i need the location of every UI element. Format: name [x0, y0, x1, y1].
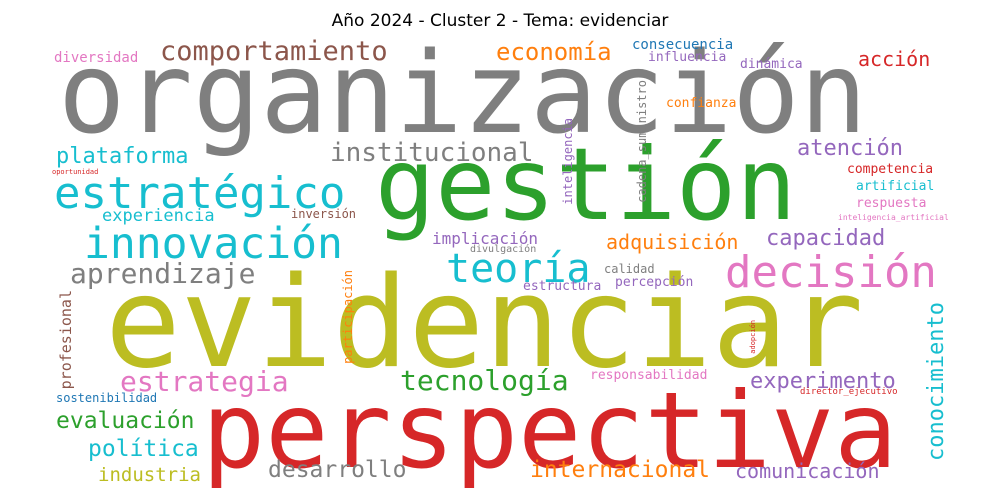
- word-divulgacion: divulgación: [470, 244, 537, 255]
- word-diversidad: diversidad: [54, 50, 139, 66]
- word-organizacion: organización: [58, 38, 868, 159]
- word-profesional: profesional: [57, 290, 75, 390]
- word-perspectiva: perspectiva: [202, 370, 898, 488]
- word-experiencia: experiencia: [102, 206, 215, 226]
- word-influencia: influencia: [648, 50, 727, 65]
- word-respuesta: respuesta: [856, 196, 927, 211]
- word-implicacion: implicación: [432, 229, 538, 248]
- word-responsabilidad: responsabilidad: [590, 368, 708, 383]
- word-industria: industria: [98, 464, 201, 486]
- word-artificial: artificial: [856, 179, 935, 194]
- word-dinamica: dinámica: [740, 57, 803, 72]
- word-cloud: organización gestión evidenciar perspect…: [50, 38, 950, 488]
- word-politica: política: [88, 436, 199, 462]
- word-institucional: institucional: [330, 138, 534, 168]
- word-inversion: inversión: [291, 207, 357, 221]
- word-conocimiento: conocimiento: [924, 302, 949, 461]
- word-innovacion: innovación: [84, 219, 343, 269]
- word-estructura: estructura: [523, 279, 602, 294]
- word-comportamiento: comportamiento: [160, 38, 388, 67]
- word-consecuencia: consecuencia: [632, 38, 734, 53]
- word-experimento: experimento: [750, 369, 896, 394]
- word-teoria: teoría: [446, 246, 591, 292]
- word-estrategia: estrategia: [120, 365, 289, 398]
- word-comunicacion: comunicación: [735, 459, 880, 483]
- word-plataforma: plataforma: [56, 144, 189, 169]
- word-gestion: gestión: [375, 126, 797, 243]
- word-desarrollo: desarrollo: [268, 457, 407, 483]
- word-capacidad: capacidad: [766, 226, 886, 251]
- word-estrategico: estratégico: [54, 168, 346, 219]
- word-cadena-suministro: cadena_suministro: [635, 80, 649, 203]
- word-competencia: competencia: [847, 162, 934, 177]
- word-calidad: calidad: [604, 262, 655, 276]
- word-inteligencia-artificial: inteligencia_artificial: [838, 213, 949, 222]
- word-evaluacion: evaluación: [56, 408, 195, 434]
- word-tecnologia: tecnología: [400, 364, 569, 397]
- word-adquisicion: adquisición: [606, 230, 739, 254]
- word-director-ejecutivo: director_ejecutivo: [800, 387, 898, 397]
- word-percepcion: percepción: [615, 275, 694, 290]
- word-oportunidad: oportunidad: [52, 168, 99, 176]
- word-confianza: confianza: [666, 96, 737, 111]
- word-aprendizaje: aprendizaje: [70, 257, 256, 290]
- word-decision: decisión: [725, 247, 937, 298]
- word-sostenibilidad: sostenibilidad: [56, 391, 158, 405]
- word-internacional: internacional: [530, 457, 711, 483]
- word-atencion: atención: [797, 136, 903, 161]
- word-accion: acción: [858, 47, 931, 71]
- chart-title: Año 2024 - Cluster 2 - Tema: evidenciar: [331, 11, 669, 31]
- word-economia: economía: [496, 38, 612, 66]
- word-evidenciar: evidenciar: [105, 249, 864, 396]
- word-participacion: participación: [341, 270, 355, 364]
- word-adopcion: adopción: [749, 320, 757, 354]
- word-inteligencia: inteligencia: [561, 118, 575, 205]
